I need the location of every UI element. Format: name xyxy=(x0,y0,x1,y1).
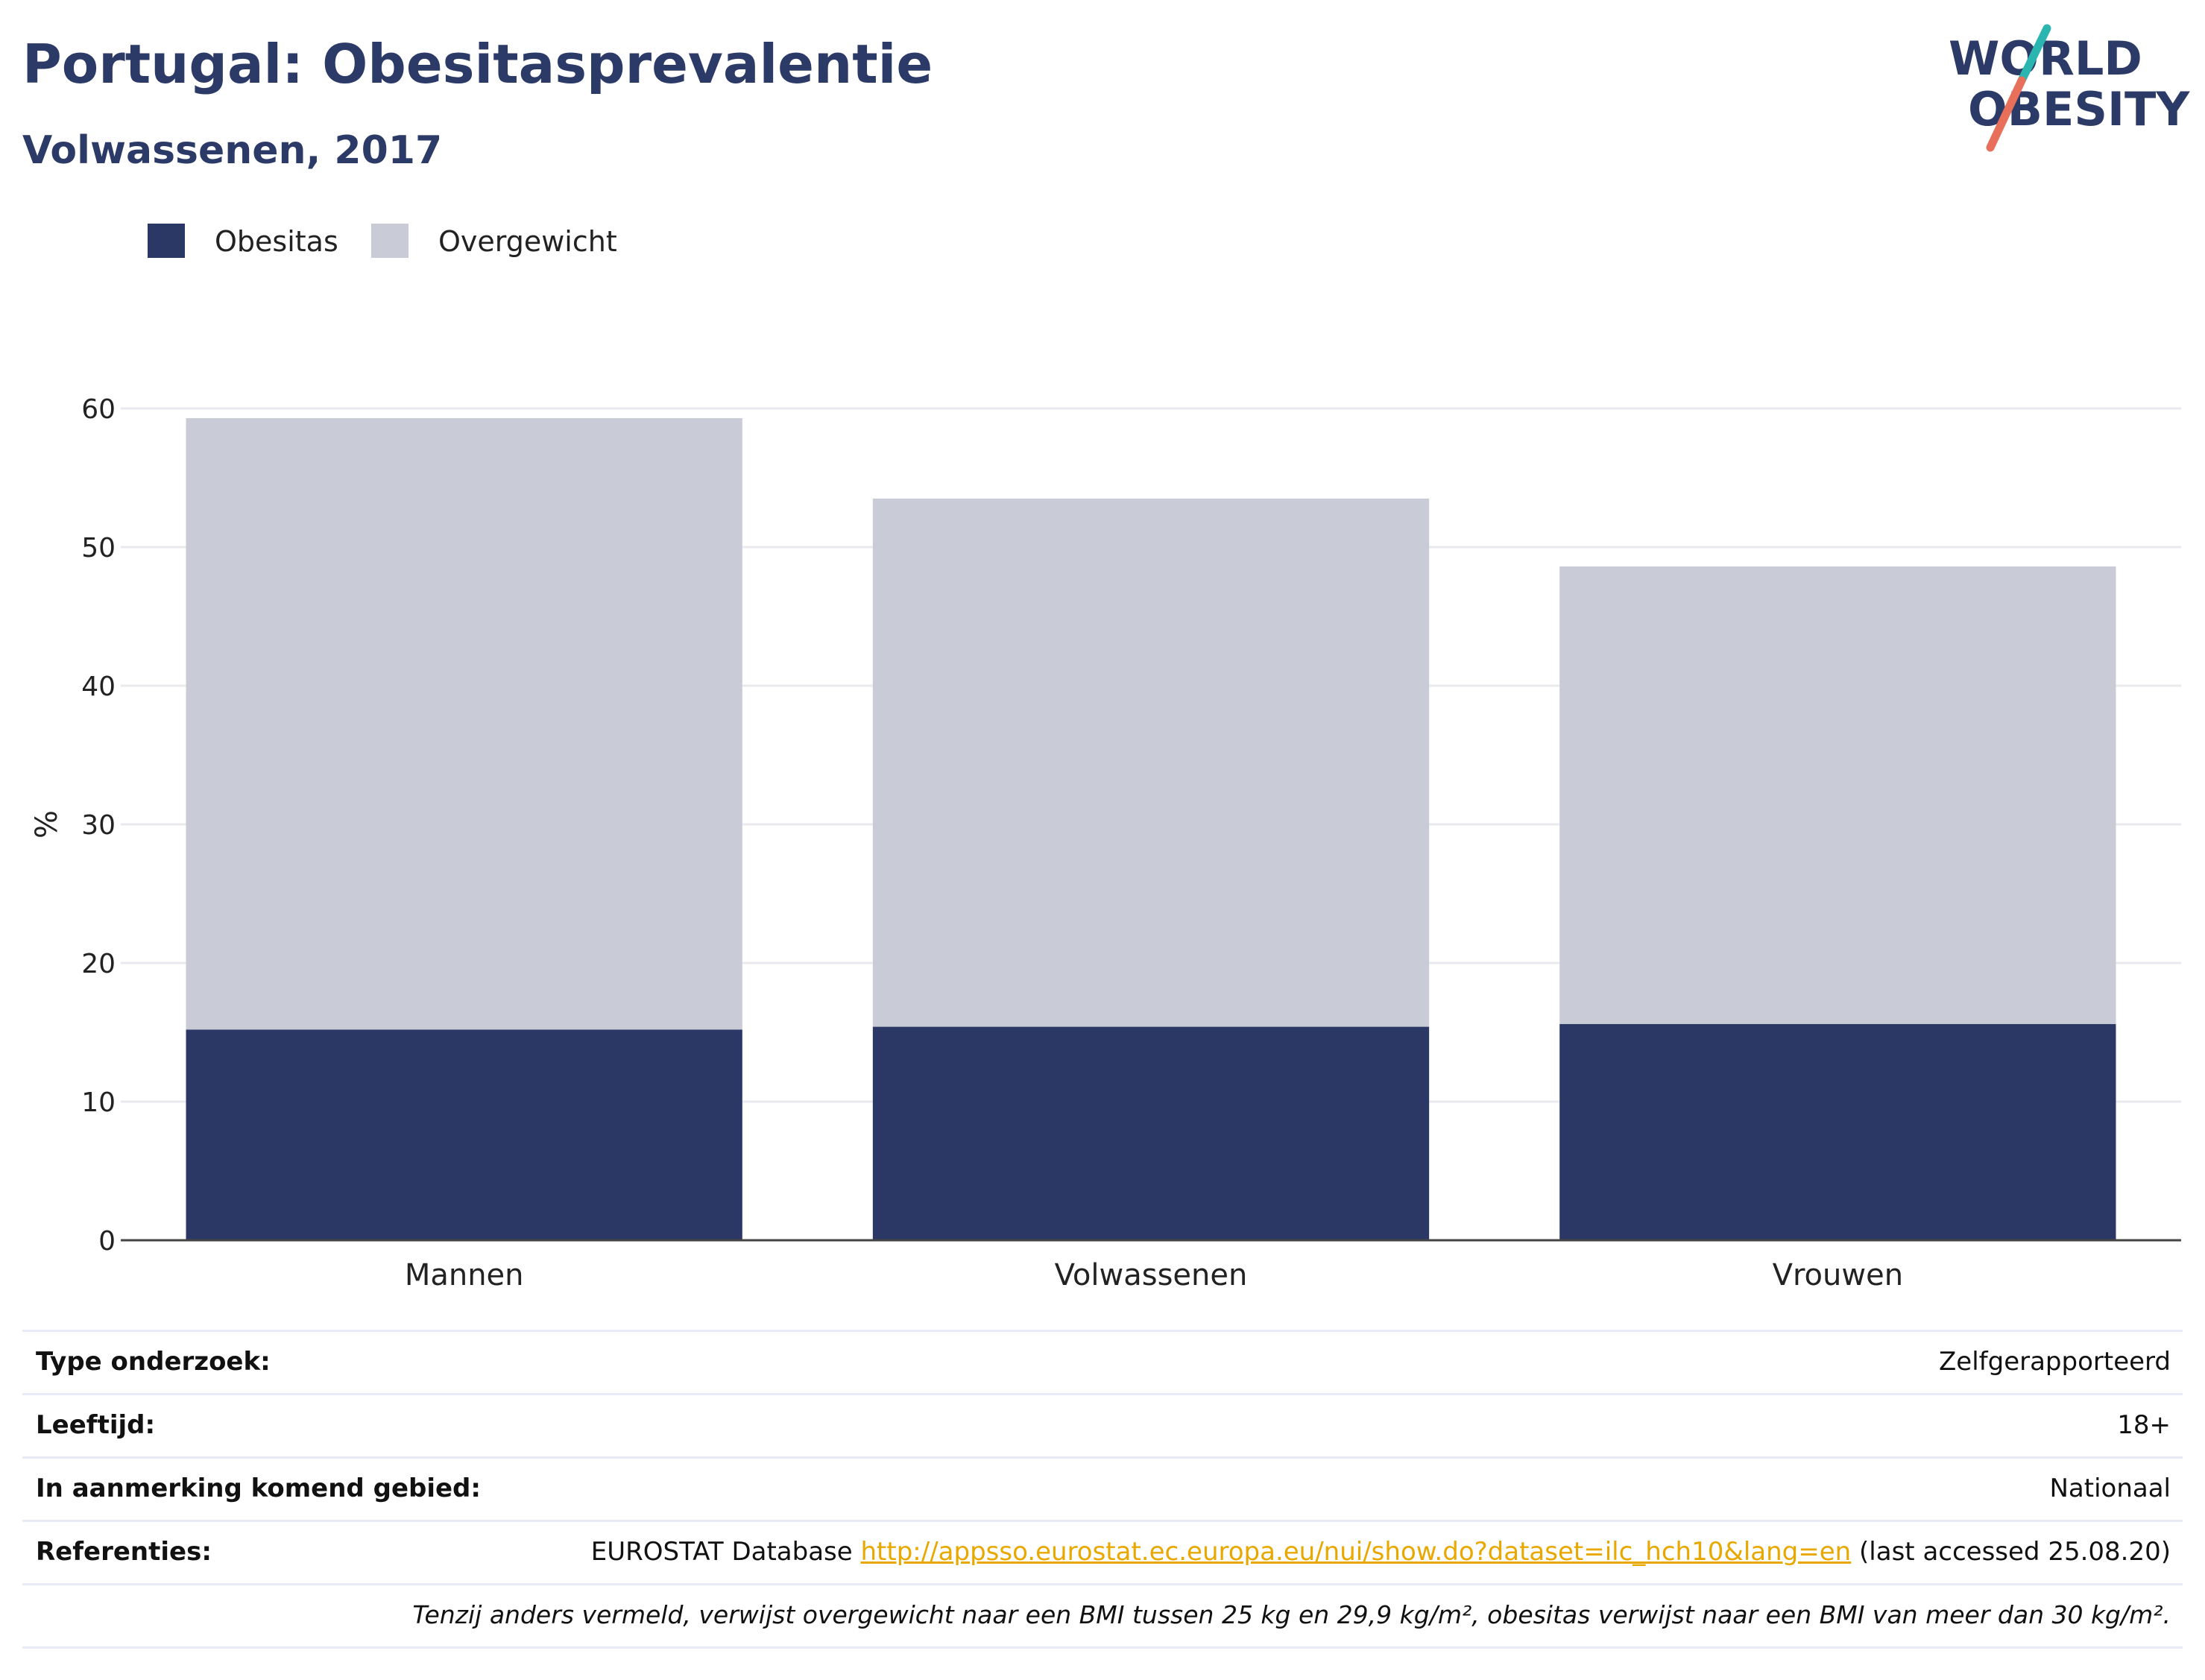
world-obesity-logo: WORLD OBESITY xyxy=(1949,24,2190,152)
y-tick-label: 60 xyxy=(81,394,116,425)
reference-prefix: EUROSTAT Database xyxy=(590,1537,861,1567)
bar-obesitas-volwassenen xyxy=(872,1026,1430,1240)
info-key-type: Type onderzoek: xyxy=(36,1347,271,1377)
info-table: Type onderzoek: Zelfgerapporteerd Leefti… xyxy=(22,1330,2183,1649)
info-key-age: Leeftijd: xyxy=(36,1410,156,1440)
bar-overgewicht-mannen xyxy=(186,418,742,1030)
bar-obesitas-vrouwen xyxy=(1559,1023,2116,1240)
info-row-references: Referenties: EUROSTAT Database http://ap… xyxy=(22,1520,2183,1583)
info-row-area: In aanmerking komend gebied: Nationaal xyxy=(22,1456,2183,1520)
reference-link[interactable]: http://appsso.eurostat.ec.europa.eu/nui/… xyxy=(860,1537,1852,1567)
y-tick-label: 30 xyxy=(81,810,116,841)
logo-slash-bottom xyxy=(1986,76,2026,152)
y-tick-label: 20 xyxy=(81,949,116,979)
info-row-footnote: Tenzij anders vermeld, verwijst overgewi… xyxy=(22,1583,2183,1649)
y-tick-label: 10 xyxy=(81,1087,116,1118)
bar-overgewicht-vrouwen xyxy=(1559,566,2116,1024)
y-tick-label: 50 xyxy=(81,533,116,563)
page-subtitle: Volwassenen, 2017 xyxy=(22,128,443,173)
bar-overgewicht-volwassenen xyxy=(872,498,1430,1027)
y-axis-title: % xyxy=(30,810,64,839)
info-key-area: In aanmerking komend gebied: xyxy=(36,1474,481,1503)
page-title: Portugal: Obesitasprevalentie xyxy=(22,33,933,95)
reference-suffix: (last accessed 25.08.20) xyxy=(1851,1537,2171,1567)
x-tick-label: Mannen xyxy=(405,1258,524,1289)
legend-swatch-obesitas xyxy=(148,224,185,258)
info-value-area: Nationaal xyxy=(2049,1474,2171,1503)
y-tick-label: 0 xyxy=(98,1226,116,1257)
y-tick-label: 40 xyxy=(81,672,116,702)
bar-obesitas-mannen xyxy=(186,1029,742,1240)
x-tick-label: Vrouwen xyxy=(1773,1258,1903,1289)
footnote: Tenzij anders vermeld, verwijst overgewi… xyxy=(412,1600,2171,1629)
legend-swatch-overgewicht xyxy=(371,224,408,258)
legend-label-obesitas: Obesitas xyxy=(215,225,338,258)
stacked-bar-chart: 0 10 20 30 40 50 60% Mannen Volwassenen Vrouwen xyxy=(30,394,2181,1289)
logo-slash-top xyxy=(2017,24,2051,85)
x-tick-label: Volwassenen xyxy=(1055,1258,1248,1289)
legend-label-overgewicht: Overgewicht xyxy=(438,225,617,258)
info-value-age: 18+ xyxy=(2117,1410,2171,1440)
info-row-age: Leeftijd: 18+ xyxy=(22,1393,2183,1456)
info-value-type: Zelfgerapporteerd xyxy=(1938,1347,2171,1377)
info-value-references: EUROSTAT Database http://appsso.eurostat… xyxy=(591,1537,2171,1567)
info-key-references: Referenties: xyxy=(36,1537,212,1567)
info-row-type: Type onderzoek: Zelfgerapporteerd xyxy=(22,1330,2183,1393)
